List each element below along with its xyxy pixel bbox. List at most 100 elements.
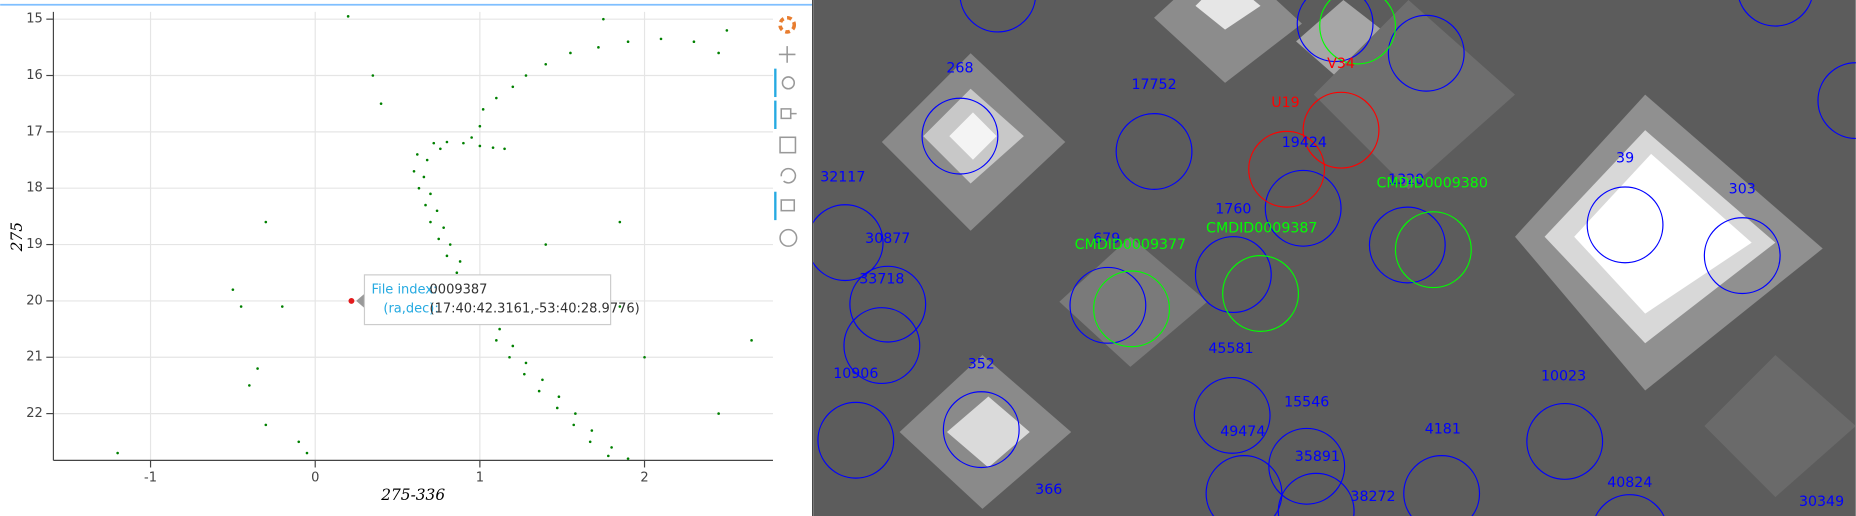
point[interactable] bbox=[537, 389, 541, 393]
point[interactable] bbox=[750, 339, 753, 342]
point[interactable] bbox=[462, 141, 465, 145]
point[interactable] bbox=[442, 226, 445, 229]
point[interactable] bbox=[544, 243, 548, 246]
aperture bbox=[1268, 427, 1346, 505]
source-label: 40824 bbox=[1607, 475, 1652, 491]
zoom-tool[interactable] bbox=[781, 76, 796, 90]
point[interactable] bbox=[725, 29, 729, 32]
point[interactable] bbox=[618, 220, 622, 224]
aperture bbox=[817, 401, 895, 479]
selected-point[interactable] bbox=[348, 297, 355, 304]
point[interactable] bbox=[429, 192, 432, 196]
x-tick-label: 2 bbox=[640, 471, 648, 486]
point[interactable] bbox=[717, 412, 720, 415]
point[interactable] bbox=[439, 147, 442, 151]
point[interactable] bbox=[541, 378, 544, 382]
point[interactable] bbox=[511, 85, 515, 89]
point[interactable] bbox=[555, 406, 559, 410]
point[interactable] bbox=[432, 141, 436, 145]
lasso-tool[interactable] bbox=[780, 108, 797, 120]
reset-tool[interactable] bbox=[780, 167, 797, 184]
point[interactable] bbox=[297, 440, 301, 444]
point[interactable] bbox=[717, 51, 720, 55]
point[interactable] bbox=[429, 220, 432, 224]
source-label: V34 bbox=[1327, 56, 1355, 72]
point[interactable] bbox=[422, 175, 426, 179]
point[interactable] bbox=[659, 37, 663, 41]
point[interactable] bbox=[618, 305, 622, 308]
point[interactable] bbox=[417, 186, 421, 190]
x-tick-label: 0 bbox=[311, 471, 319, 486]
source-label: 352 bbox=[968, 357, 995, 373]
point[interactable] bbox=[415, 153, 419, 156]
point[interactable] bbox=[437, 237, 441, 241]
point[interactable] bbox=[574, 412, 577, 415]
point[interactable] bbox=[424, 203, 427, 207]
point[interactable] bbox=[445, 140, 449, 144]
point[interactable] bbox=[425, 158, 429, 162]
point[interactable] bbox=[455, 271, 459, 275]
aperture bbox=[1394, 211, 1472, 289]
point[interactable] bbox=[470, 136, 473, 139]
point[interactable] bbox=[590, 429, 594, 432]
point[interactable] bbox=[626, 40, 630, 44]
point[interactable] bbox=[572, 423, 576, 427]
point[interactable] bbox=[379, 102, 383, 105]
point[interactable] bbox=[264, 423, 268, 427]
point[interactable] bbox=[448, 243, 452, 246]
y-axis-label: 275 bbox=[8, 222, 26, 252]
point[interactable] bbox=[248, 384, 251, 387]
point[interactable] bbox=[495, 339, 498, 342]
point[interactable] bbox=[256, 367, 259, 370]
point[interactable] bbox=[498, 327, 501, 331]
point[interactable] bbox=[607, 454, 610, 458]
help-tool[interactable] bbox=[779, 228, 798, 247]
point[interactable] bbox=[458, 260, 462, 263]
hover-tool[interactable] bbox=[780, 199, 796, 212]
source-label: 30877 bbox=[865, 231, 910, 247]
point[interactable] bbox=[346, 15, 350, 18]
y-tick-label: 17 bbox=[26, 124, 43, 139]
pan-tool[interactable] bbox=[778, 46, 796, 63]
point[interactable] bbox=[524, 74, 528, 77]
point[interactable] bbox=[503, 147, 506, 151]
aperture bbox=[942, 391, 1020, 469]
point[interactable] bbox=[478, 144, 482, 148]
tooltip-value: (17:40:42.3161,-53:40:28.9776) bbox=[430, 302, 640, 317]
point[interactable] bbox=[239, 305, 243, 308]
save-tool[interactable] bbox=[779, 136, 797, 154]
point[interactable] bbox=[524, 361, 528, 365]
aperture bbox=[1526, 402, 1604, 480]
point[interactable] bbox=[371, 74, 375, 77]
point[interactable] bbox=[544, 62, 548, 66]
point[interactable] bbox=[445, 254, 449, 258]
point[interactable] bbox=[643, 355, 646, 359]
point[interactable] bbox=[692, 40, 696, 44]
point[interactable] bbox=[495, 96, 498, 100]
point[interactable] bbox=[280, 305, 284, 308]
point[interactable] bbox=[508, 355, 511, 359]
point[interactable] bbox=[626, 457, 630, 460]
point[interactable] bbox=[597, 46, 600, 49]
point[interactable] bbox=[231, 288, 235, 291]
plot: -1 0 1 2 15 16 17 18 19 20 21 22 File index:0009387 (… bbox=[26, 12, 773, 486]
point[interactable] bbox=[478, 124, 482, 128]
point[interactable] bbox=[481, 108, 485, 111]
point[interactable] bbox=[569, 51, 572, 55]
point[interactable] bbox=[305, 451, 309, 455]
point[interactable] bbox=[435, 209, 439, 213]
point[interactable] bbox=[264, 220, 268, 224]
logo[interactable] bbox=[778, 15, 797, 34]
point[interactable] bbox=[588, 440, 592, 444]
point[interactable] bbox=[610, 446, 613, 449]
point[interactable] bbox=[491, 146, 495, 149]
point[interactable] bbox=[602, 17, 605, 21]
aperture bbox=[813, 204, 884, 282]
point[interactable] bbox=[412, 170, 416, 173]
point[interactable] bbox=[116, 451, 119, 455]
point[interactable] bbox=[523, 372, 526, 376]
point[interactable] bbox=[557, 395, 561, 399]
source-label: U19 bbox=[1271, 95, 1299, 111]
point[interactable] bbox=[511, 344, 515, 348]
